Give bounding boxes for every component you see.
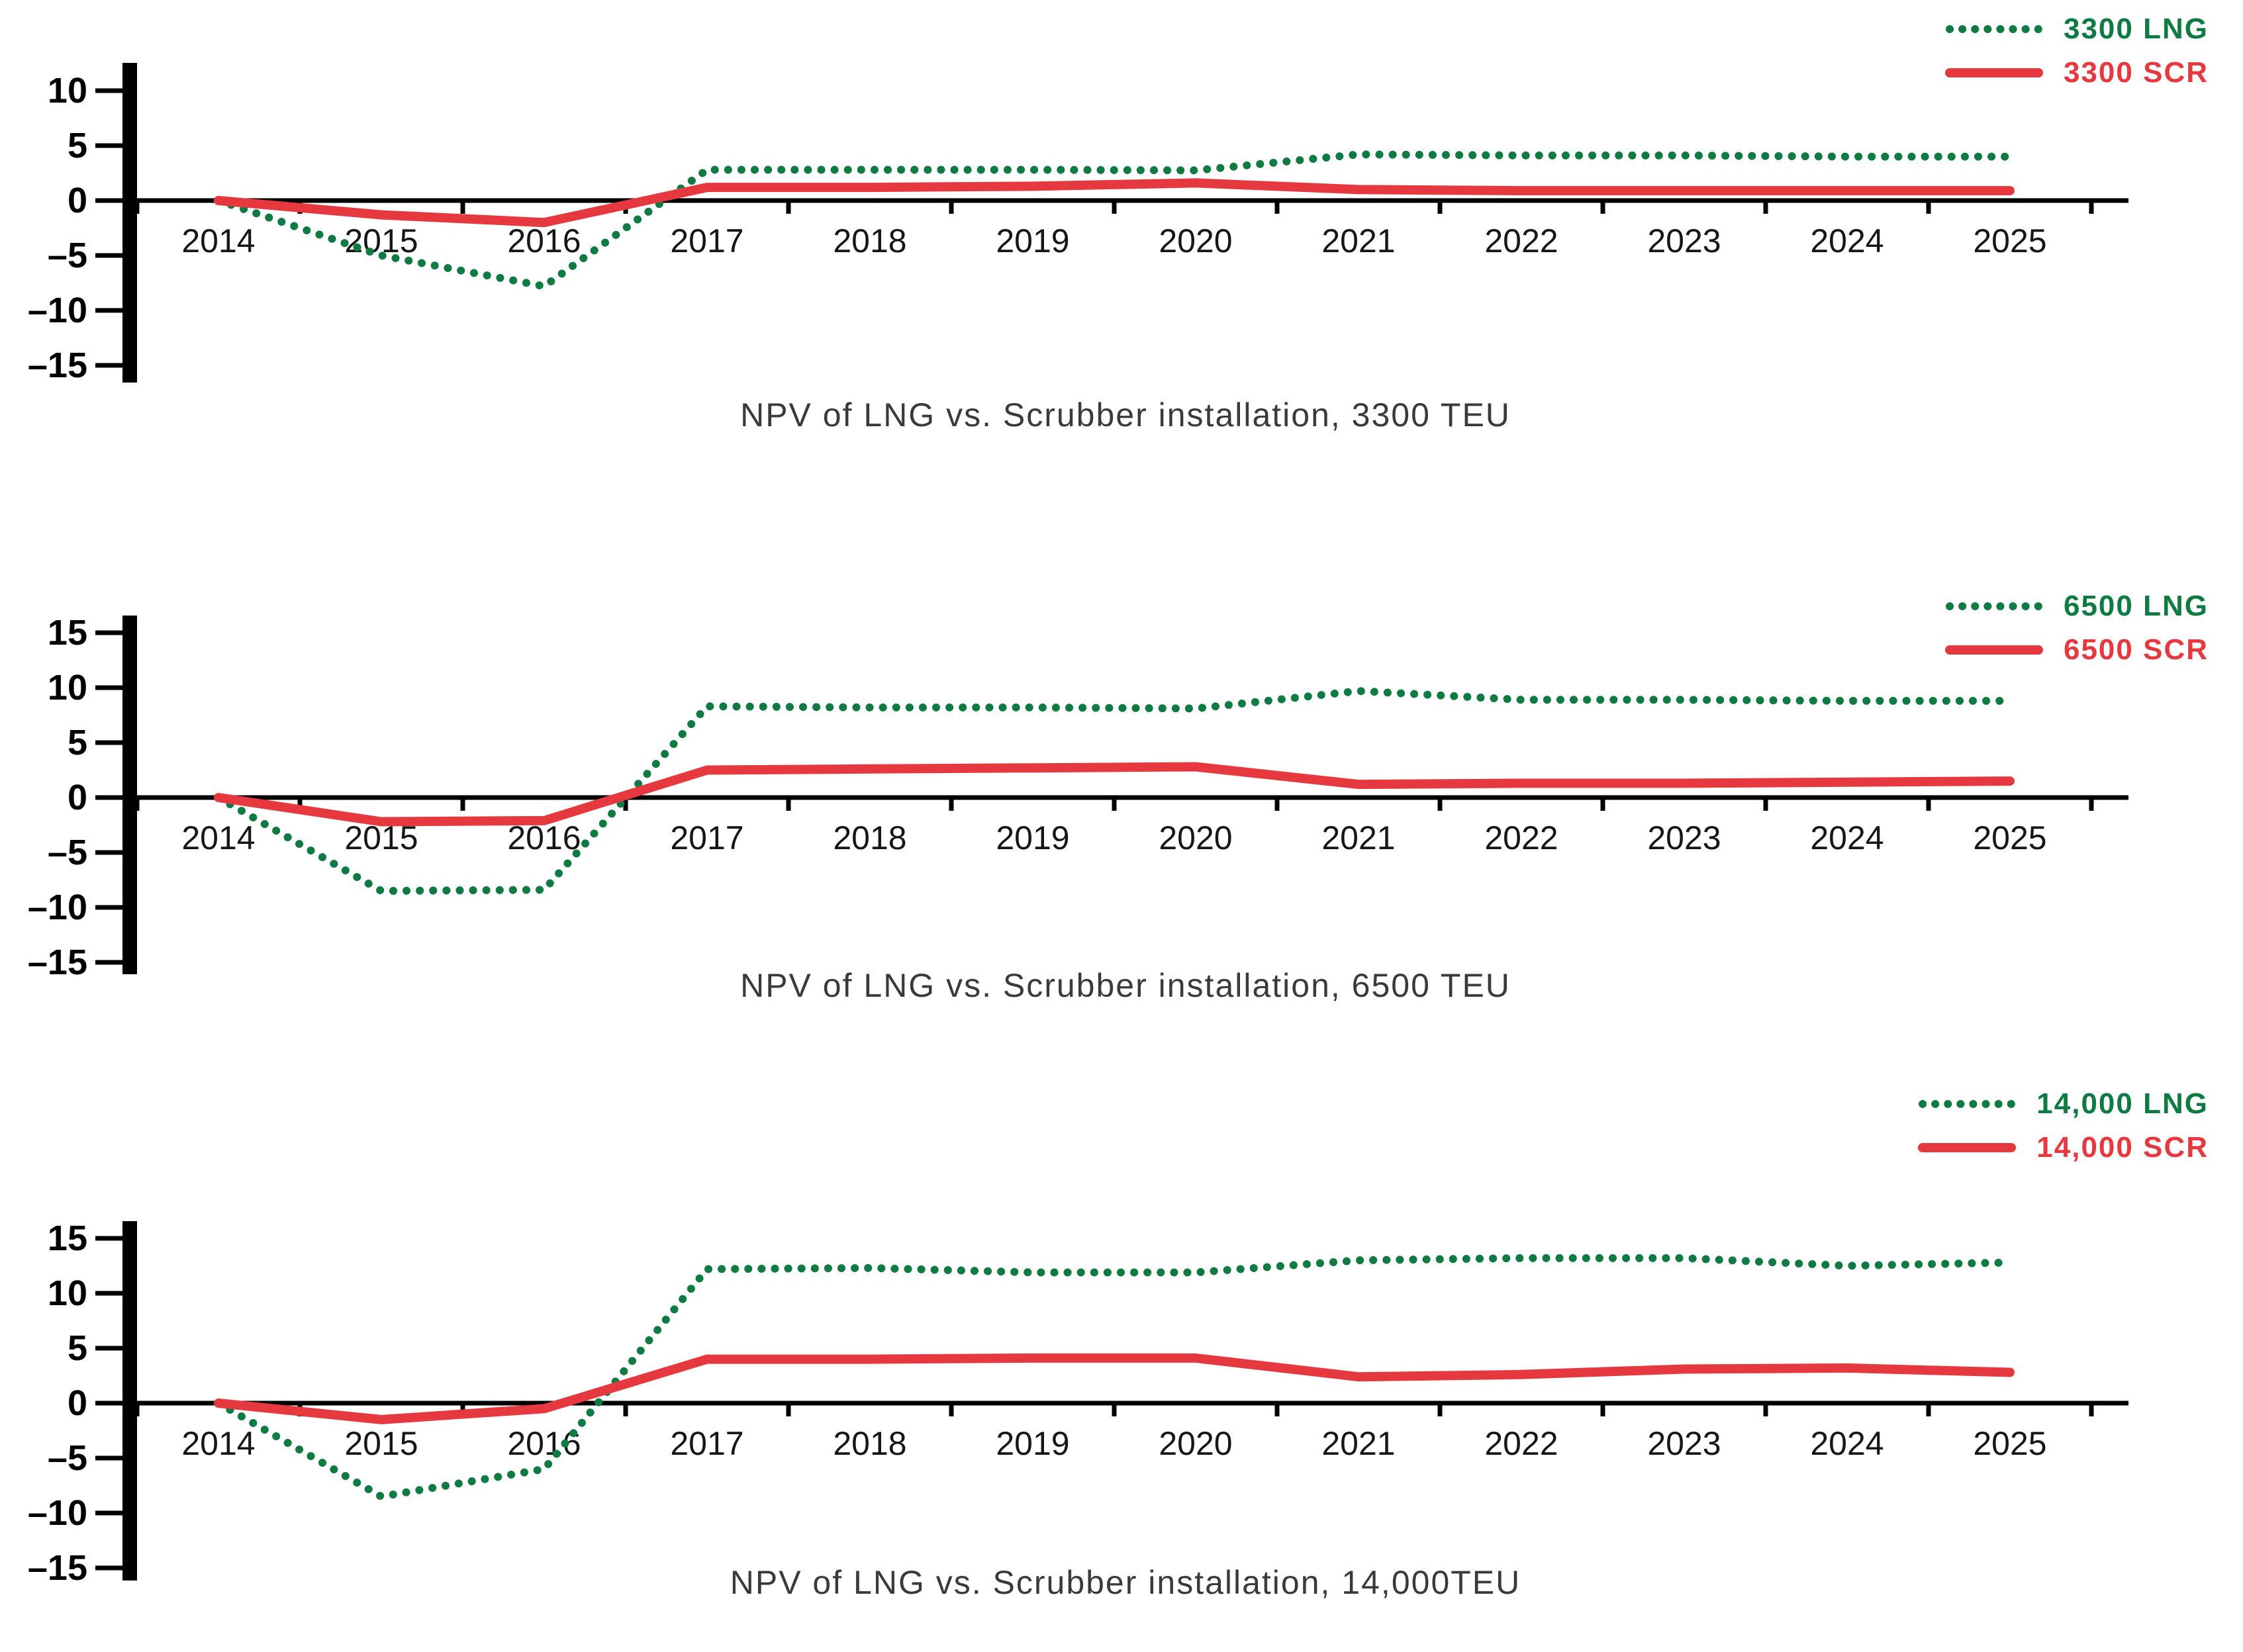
x-tick-label: 2020 [1159, 819, 1232, 856]
x-tick-label: 2018 [833, 222, 906, 259]
x-tick-label: 2023 [1647, 1425, 1721, 1462]
x-tick-label: 2014 [181, 222, 255, 259]
x-tick-label: 2023 [1647, 819, 1721, 856]
legend-item-3300-lng: 3300 LNG [1944, 12, 2209, 46]
x-tick-label: 2016 [507, 222, 581, 259]
x-tick-label: 2025 [1973, 819, 2046, 856]
x-tick-label: 2017 [670, 819, 743, 856]
legend-3300: 3300 LNG 3300 SCR [1944, 12, 2209, 90]
y-tick-label: 15 [48, 613, 87, 653]
y-tick-label: –5 [48, 1438, 87, 1478]
legend-label-3300-scr: 3300 SCR [2063, 56, 2209, 89]
x-tick-label: 2021 [1321, 222, 1395, 259]
y-axis [122, 616, 137, 974]
legend-item-6500-lng: 6500 LNG [1944, 589, 2209, 623]
x-tick-label: 2017 [670, 1425, 743, 1462]
series-line-6500-scr [214, 762, 2015, 827]
y-tick-label: –5 [48, 833, 87, 872]
x-tick-label: 2016 [507, 1425, 581, 1462]
y-tick-label: 5 [68, 723, 87, 762]
y-tick-label: –15 [28, 1548, 87, 1588]
x-tick-label: 2019 [996, 222, 1069, 259]
x-tick-label: 2014 [181, 819, 255, 856]
x-tick-label: 2014 [181, 1425, 255, 1462]
y-tick-label: –15 [28, 942, 87, 982]
series-line-14-000-lng [215, 1254, 2014, 1501]
y-tick-label: 10 [48, 71, 87, 111]
legend-label-6500-lng: 6500 LNG [2063, 590, 2209, 622]
y-tick-label: –10 [28, 291, 87, 330]
chart-title-3300: NPV of LNG vs. Scrubber installation, 33… [740, 396, 1511, 434]
y-tick-label: 0 [68, 778, 87, 817]
lng-dotted-line-icon [1945, 25, 2044, 33]
y-tick-label: 10 [48, 668, 87, 708]
x-tick-label: 2021 [1321, 819, 1395, 856]
legend-label-6500-scr: 6500 SCR [2063, 633, 2209, 666]
lng-dotted-line-icon [1919, 1100, 2017, 1108]
legend-14000: 14,000 LNG 14,000 SCR [1917, 1087, 2209, 1165]
series-line-6500-lng [215, 687, 2014, 895]
y-tick-label: 15 [48, 1218, 87, 1258]
legend-label-3300-lng: 3300 LNG [2063, 13, 2209, 45]
legend-label-14000-lng: 14,000 LNG [2036, 1087, 2209, 1120]
scr-solid-line-icon [1944, 645, 2043, 655]
legend-6500: 6500 LNG 6500 SCR [1944, 589, 2209, 667]
y-tick-label: –5 [48, 236, 87, 275]
y-tick-label: –15 [28, 345, 87, 385]
y-tick-label: 10 [48, 1273, 87, 1313]
series-line-14-000-scr [214, 1353, 2015, 1424]
y-tick-label: 0 [68, 1383, 87, 1423]
x-tick-label: 2015 [344, 1425, 418, 1462]
x-tick-label: 2025 [1973, 222, 2046, 259]
x-tick-label: 2019 [996, 1425, 1069, 1462]
x-tick-label: 2020 [1159, 1425, 1232, 1462]
legend-item-14000-lng: 14,000 LNG [1917, 1087, 2209, 1121]
x-tick-label: 2020 [1159, 222, 1232, 259]
lng-dotted-line-icon [1945, 602, 2044, 610]
x-tick-label: 2017 [670, 222, 743, 259]
x-tick-label: 2022 [1484, 1425, 1558, 1462]
x-tick-label: 2022 [1484, 222, 1558, 259]
x-tick-label: 2025 [1973, 1425, 2046, 1462]
legend-item-6500-scr: 6500 SCR [1944, 633, 2209, 667]
legend-item-3300-scr: 3300 SCR [1944, 56, 2209, 90]
x-tick-label: 2024 [1810, 1425, 1884, 1462]
x-tick-label: 2018 [833, 1425, 906, 1462]
y-tick-label: 5 [68, 1328, 87, 1368]
y-tick-label: 5 [68, 126, 87, 165]
legend-label-14000-scr: 14,000 SCR [2036, 1131, 2209, 1164]
series-line-3300-scr [214, 178, 2015, 228]
scr-solid-line-icon [1918, 1143, 2017, 1152]
y-tick-label: –10 [28, 888, 87, 927]
series-line-3300-lng [215, 150, 2014, 291]
x-tick-label: 2024 [1810, 819, 1884, 856]
scr-solid-line-icon [1944, 68, 2043, 77]
y-tick-label: –10 [28, 1493, 87, 1533]
x-tick-label: 2016 [507, 819, 581, 856]
y-tick-label: 0 [68, 181, 87, 220]
chart-2: 15 10 5 0 –5 –10 –15 2014 2015 2016 2017 2018 2019 20… [28, 1218, 2128, 1588]
x-tick-label: 2024 [1810, 222, 1884, 259]
x-tick-label: 2018 [833, 819, 906, 856]
x-tick-label: 2023 [1647, 222, 1721, 259]
y-axis [122, 63, 137, 383]
x-tick-label: 2021 [1321, 1425, 1395, 1462]
chart-title-6500: NPV of LNG vs. Scrubber installation, 65… [740, 967, 1511, 1004]
chart-title-14000: NPV of LNG vs. Scrubber installation, 14… [730, 1564, 1521, 1601]
x-tick-label: 2019 [996, 819, 1069, 856]
x-tick-label: 2022 [1484, 819, 1558, 856]
legend-item-14000-scr: 14,000 SCR [1917, 1130, 2209, 1165]
